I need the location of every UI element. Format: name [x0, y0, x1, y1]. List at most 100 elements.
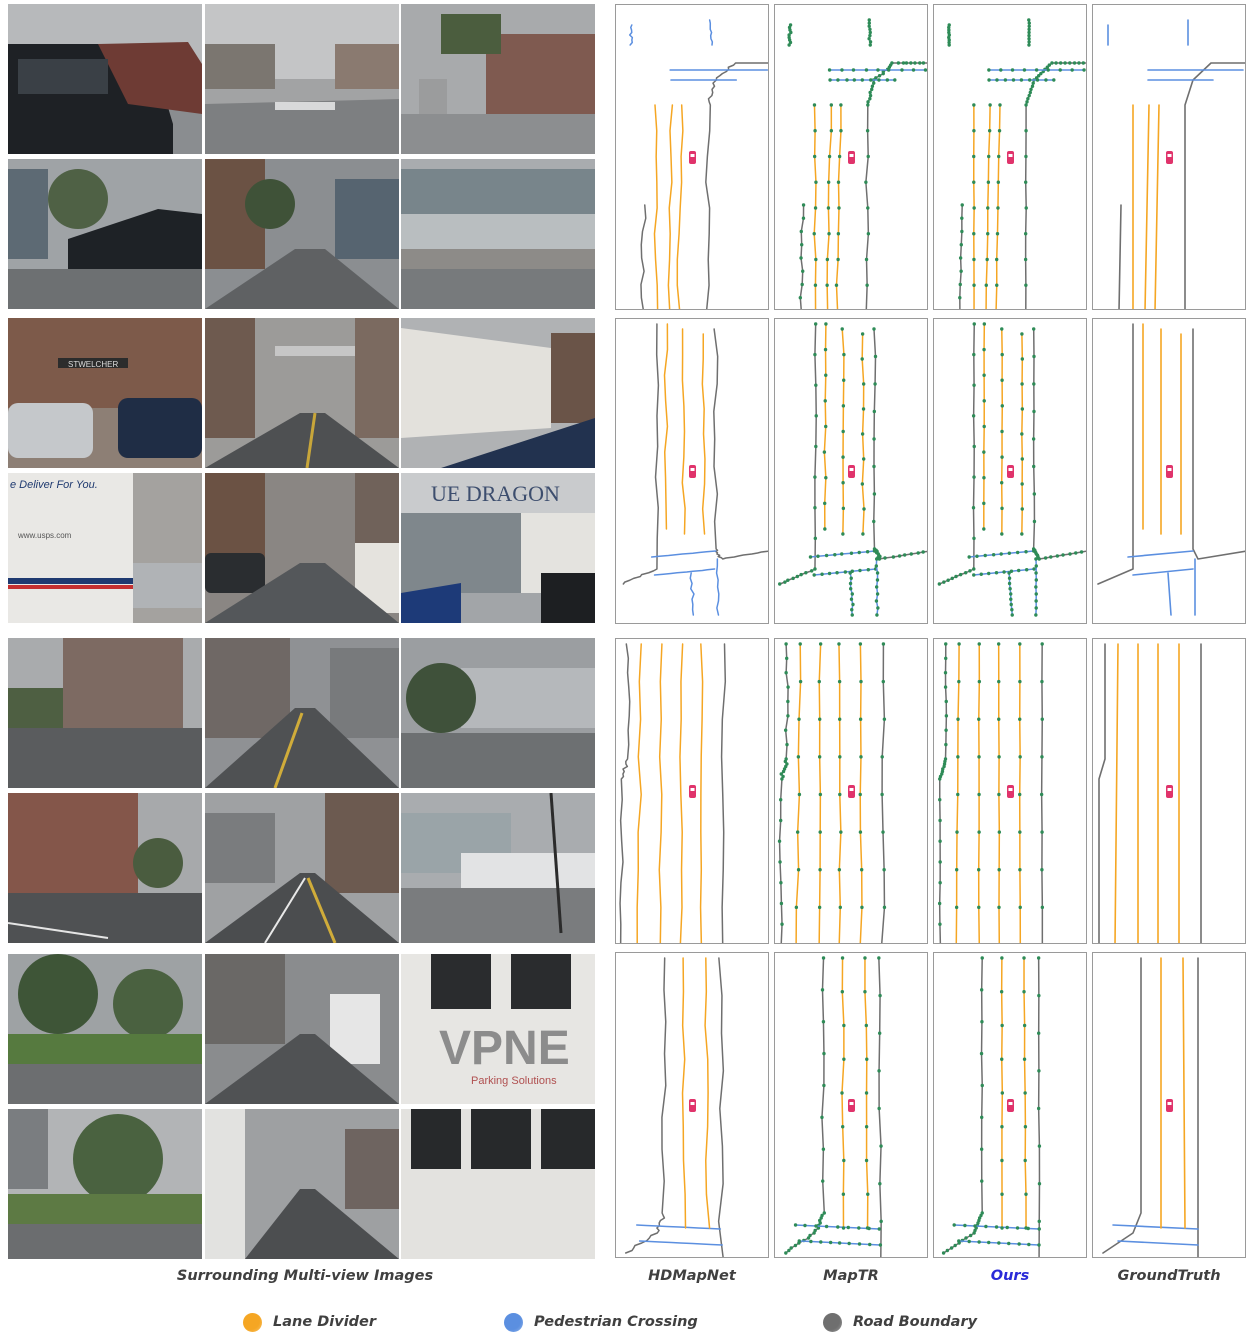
- predicted-vertex: [862, 457, 866, 461]
- predicted-vertex: [849, 551, 854, 555]
- predicted-vertex: [972, 154, 976, 159]
- predicted-vertex: [941, 1251, 946, 1255]
- ego-car-icon: [1007, 151, 1014, 164]
- camera-image: [401, 159, 595, 309]
- predicted-vertex: [1068, 61, 1072, 65]
- predicted-vertex: [997, 830, 1002, 834]
- predicted-vertex: [1007, 576, 1012, 580]
- camera-image: [8, 1109, 202, 1259]
- predicted-vertex: [814, 383, 818, 387]
- predicted-vertex: [816, 554, 820, 558]
- predicted-vertex: [800, 282, 804, 287]
- predicted-vertex: [878, 1243, 883, 1247]
- predicted-vertex: [1037, 1069, 1041, 1073]
- predicted-vertex: [873, 382, 877, 386]
- predicted-vertex: [885, 78, 890, 82]
- predicted-vertex: [841, 455, 845, 459]
- lane-divider: [681, 328, 686, 535]
- ego-car-icon: [1166, 465, 1173, 478]
- predicted-vertex: [1034, 592, 1038, 596]
- camera-image: [401, 318, 595, 468]
- predicted-vertex: [1017, 568, 1021, 573]
- predicted-vertex: [841, 506, 846, 511]
- predicted-vertex: [812, 103, 817, 107]
- predicted-vertex: [955, 830, 959, 834]
- predicted-vertex: [842, 378, 846, 382]
- ego-car-window: [849, 788, 854, 791]
- predicted-vertex: [944, 642, 948, 646]
- predicted-vertex: [968, 1233, 973, 1238]
- ego-car-icon: [848, 785, 855, 798]
- predicted-vertex: [1000, 429, 1004, 434]
- predicted-vertex: [850, 592, 854, 596]
- predicted-vertex: [1023, 1125, 1028, 1129]
- predicted-vertex: [1041, 943, 1044, 944]
- predicted-vertex: [1077, 61, 1081, 65]
- predicted-vertex: [958, 256, 963, 260]
- predicted-vertex: [921, 61, 926, 65]
- predicted-vertex: [1020, 432, 1024, 436]
- map-canvas: [1102, 957, 1199, 1257]
- predicted-vertex: [859, 755, 863, 759]
- predicted-vertex: [1009, 569, 1014, 573]
- predicted-vertex: [959, 243, 963, 247]
- pedestrian-crossing: [715, 558, 720, 616]
- predicted-vertex: [942, 764, 946, 769]
- predicted-vertex: [864, 180, 868, 184]
- predicted-vertex: [1018, 868, 1022, 872]
- map-panel-ours: [933, 952, 1087, 1258]
- predicted-vertex: [943, 759, 947, 764]
- road-boundary: [1184, 62, 1245, 309]
- predicted-vertex: [816, 1226, 821, 1230]
- road-boundary: [778, 643, 789, 943]
- pedestrian-crossing: [708, 19, 714, 46]
- predicted-vertex: [1000, 1125, 1004, 1129]
- predicted-vertex: [1009, 592, 1013, 596]
- predicted-vertex: [873, 354, 878, 359]
- camera-image: [205, 1109, 399, 1259]
- predicted-vertex: [863, 956, 867, 960]
- map-panel-hdmapnet: [615, 638, 769, 944]
- truck-url: www.usps.com: [17, 531, 72, 540]
- predicted-vertex: [858, 792, 862, 797]
- ego-car-icon: [689, 785, 696, 798]
- predicted-vertex: [954, 574, 958, 579]
- predicted-vertex: [1058, 61, 1063, 65]
- predicted-vertex: [972, 573, 976, 577]
- predicted-vertex: [874, 564, 879, 568]
- predicted-vertex: [1024, 1226, 1028, 1230]
- predicted-vertex: [863, 990, 867, 994]
- predicted-vertex: [866, 103, 870, 107]
- predicted-vertex: [1034, 68, 1039, 72]
- predicted-vertex: [938, 798, 942, 802]
- predicted-vertex: [996, 206, 1000, 210]
- predicted-vertex: [1037, 1243, 1041, 1247]
- predicted-vertex: [916, 551, 920, 555]
- predicted-vertex: [956, 717, 960, 721]
- predicted-vertex: [1000, 956, 1004, 960]
- predicted-vertex: [1034, 606, 1038, 610]
- predicted-vertex: [795, 830, 800, 834]
- predicted-vertex: [785, 742, 789, 747]
- predicted-vertex: [944, 728, 948, 732]
- predicted-vertex: [1018, 830, 1022, 834]
- predicted-vertex: [780, 922, 784, 926]
- predicted-vertex: [1000, 327, 1004, 331]
- predicted-vertex: [972, 309, 975, 310]
- ego-car-icon: [848, 1099, 855, 1112]
- predicted-vertex: [867, 18, 871, 22]
- road-boundary: [1024, 62, 1086, 309]
- predicted-vertex: [952, 1223, 956, 1227]
- map-canvas: [937, 642, 1045, 944]
- predicted-vertex: [798, 642, 802, 646]
- predicted-vertex: [777, 839, 782, 843]
- predicted-vertex: [840, 552, 844, 556]
- road-boundary: [1098, 643, 1106, 943]
- road-boundary: [622, 323, 660, 585]
- predicted-vertex: [976, 868, 981, 872]
- predicted-vertex: [998, 943, 1001, 944]
- lane-divider: [663, 323, 669, 530]
- predicted-vertex: [1081, 61, 1086, 65]
- predicted-vertex: [995, 257, 999, 262]
- predicted-vertex: [881, 679, 885, 684]
